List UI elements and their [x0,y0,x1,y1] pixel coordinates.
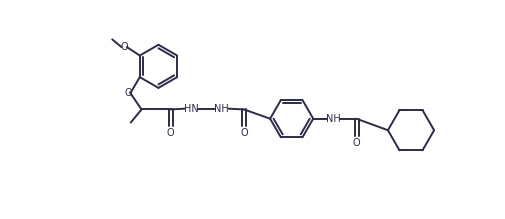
Text: O: O [167,127,174,138]
Text: O: O [240,127,247,138]
Text: HN: HN [184,104,198,114]
Text: NH: NH [325,114,340,124]
Text: NH: NH [214,104,229,114]
Text: O: O [124,88,132,97]
Text: O: O [121,42,128,52]
Text: O: O [352,138,360,148]
